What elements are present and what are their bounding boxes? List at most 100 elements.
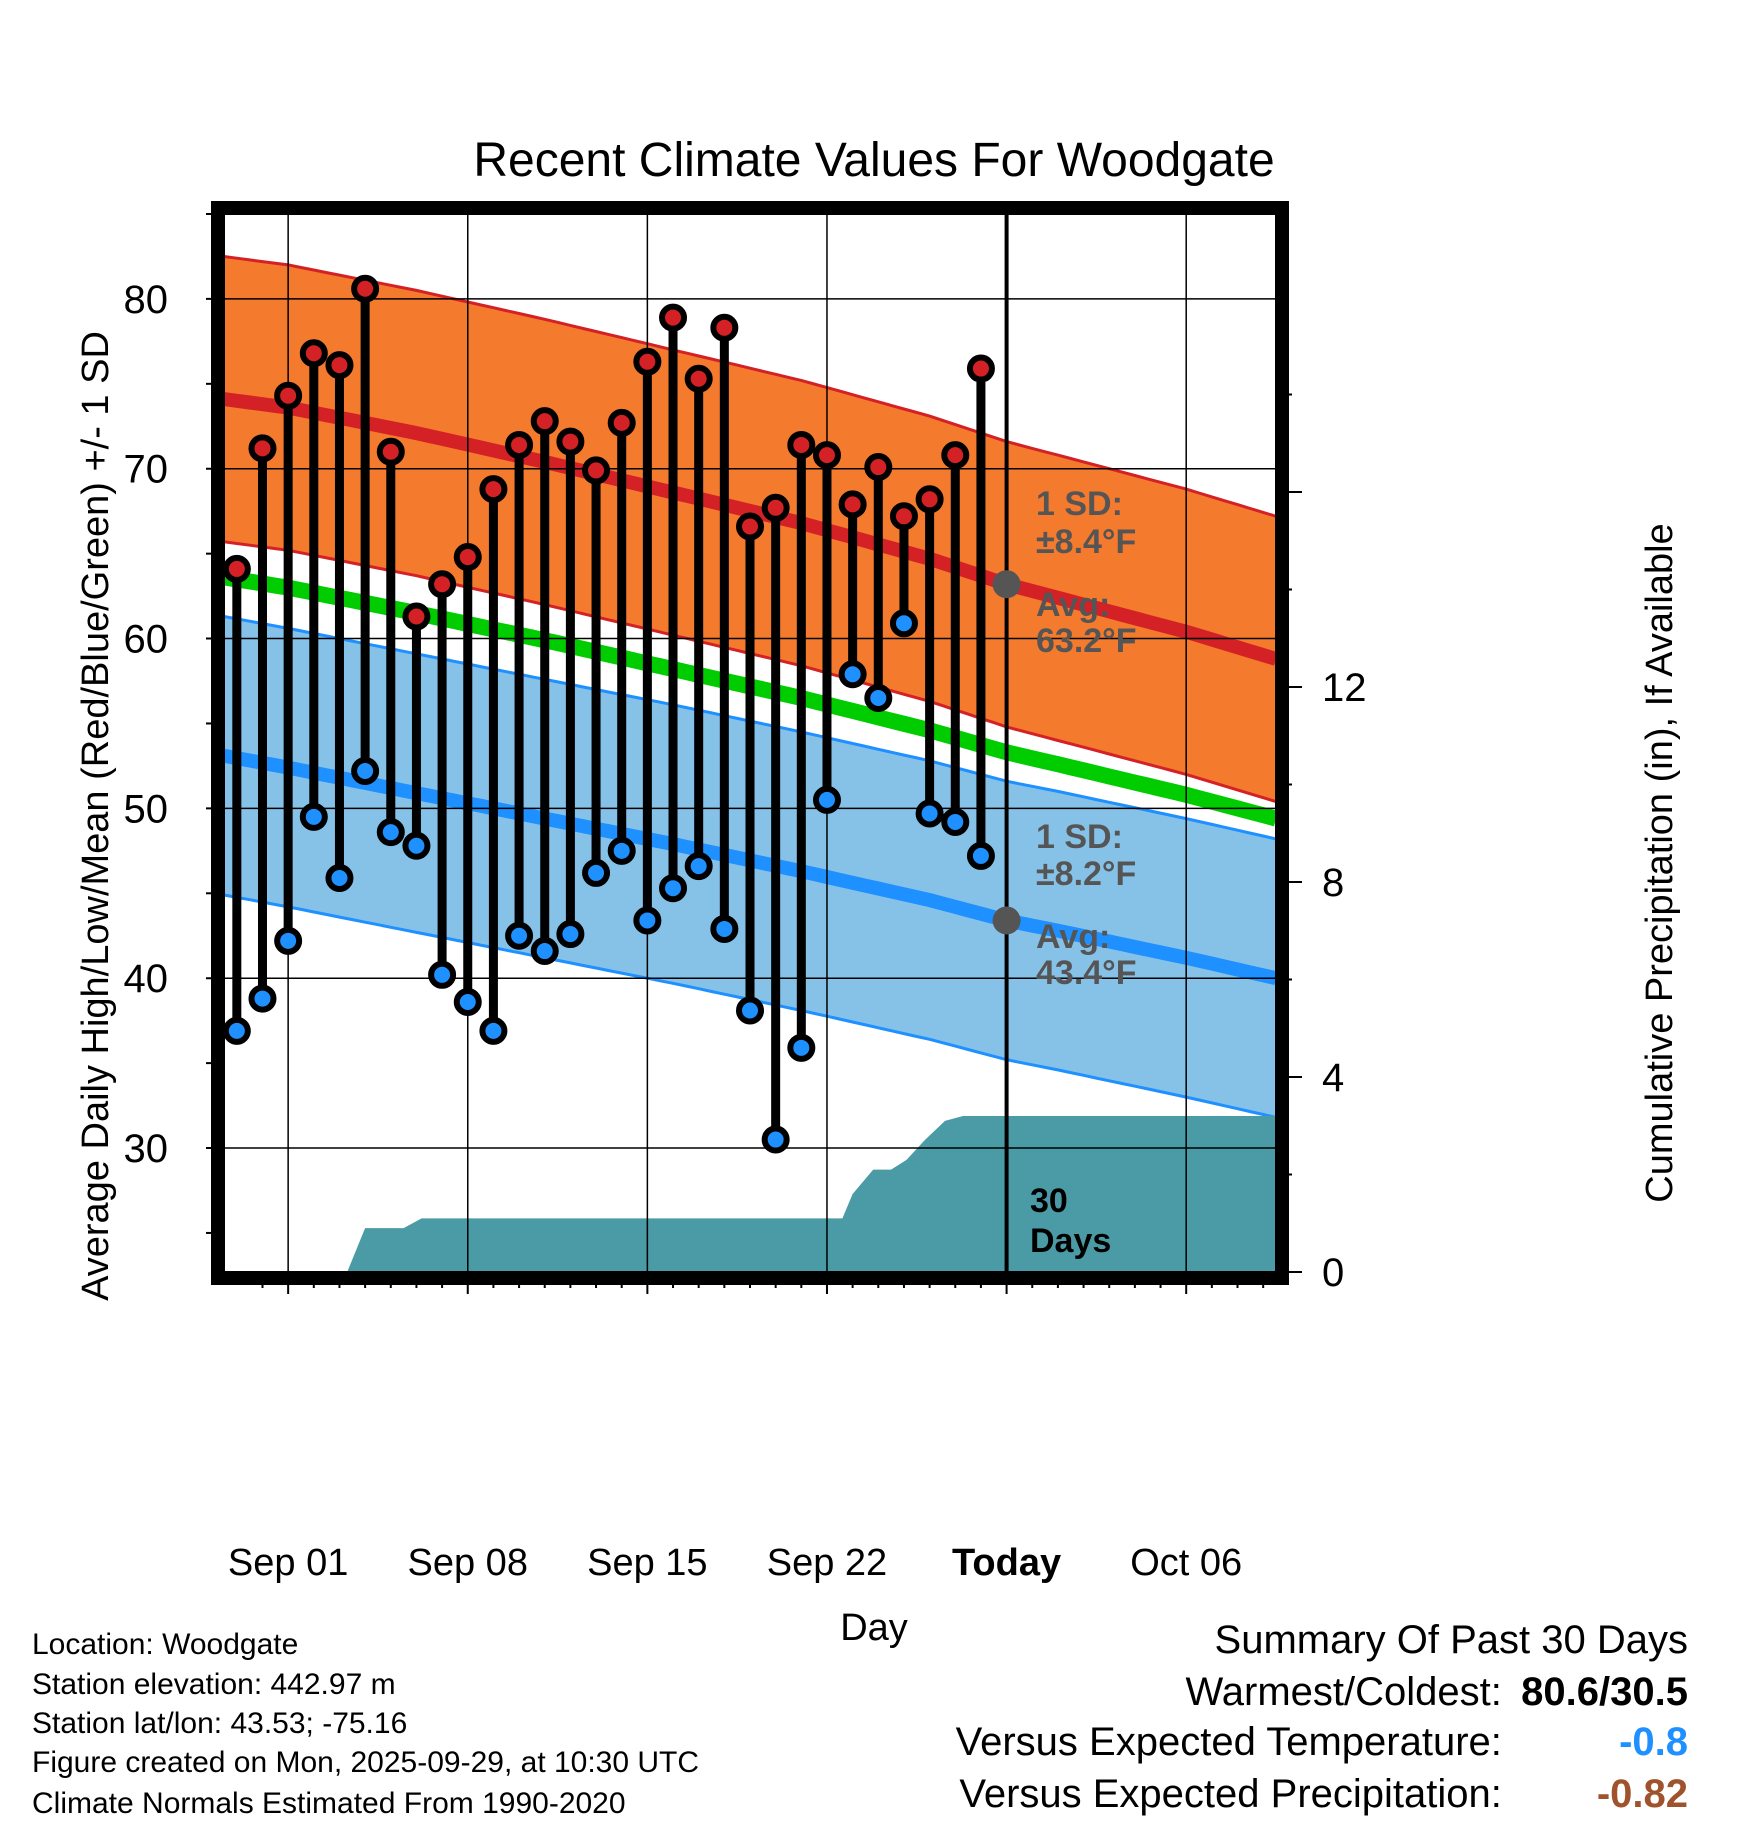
footer-elevation: Station elevation: 442.97 m (32, 1668, 396, 1701)
high-point (530, 407, 559, 436)
high-point (633, 347, 662, 376)
low-point (659, 874, 688, 903)
high-normal-line (223, 392, 1278, 666)
low-point (582, 858, 611, 887)
high-point (607, 408, 636, 437)
footer-location: Location: Woodgate (32, 1628, 299, 1661)
low-point (864, 683, 893, 712)
high-point (428, 570, 457, 599)
low-point (222, 1016, 251, 1045)
high-point (299, 339, 328, 368)
y-tick-label: 70 (124, 448, 169, 492)
high-point (556, 427, 585, 456)
today-days-label: Days (1030, 1222, 1111, 1260)
y-tick-label: 50 (124, 787, 169, 831)
high-point (941, 441, 970, 470)
low-point (812, 785, 841, 814)
low-point (274, 926, 303, 955)
summary-warmest-value: 80.6/30.5 (1521, 1670, 1688, 1714)
high-point (222, 554, 251, 583)
high-point (274, 381, 303, 410)
summary-precip-value: -0.82 (1596, 1772, 1688, 1816)
summary-warmest-row: Warmest/Coldest: 80.6/30.5 (1186, 1670, 1689, 1715)
low-point (736, 996, 764, 1025)
low-point (684, 852, 713, 881)
summary-precip-row: Versus Expected Precipitation: -0.82 (959, 1772, 1688, 1817)
low-sd-label: 1 SD: (1036, 818, 1123, 856)
high-sd-upper-edge (223, 255, 1277, 518)
x-axis-label: Day (840, 1607, 908, 1649)
high-point (864, 453, 893, 482)
low-point (838, 660, 867, 689)
low-point (530, 937, 559, 966)
high-sd-value: ±8.4°F (1036, 523, 1136, 561)
low-point (453, 987, 482, 1016)
summary-warmest-label: Warmest/Coldest: (1185, 1670, 1502, 1714)
y-tick-label: 40 (124, 957, 169, 1001)
low-point (941, 807, 970, 836)
high-point (453, 543, 482, 572)
x-tick-label: Sep 08 (408, 1542, 528, 1584)
low-point (787, 1033, 816, 1062)
y2-tick-label: 4 (1322, 1056, 1344, 1100)
low-point (633, 906, 662, 935)
x-tick-label: Sep 22 (767, 1542, 887, 1584)
high-point (966, 354, 995, 383)
high-point (351, 274, 380, 303)
low-point (428, 960, 457, 989)
high-avg-value: 63.2°F (1036, 622, 1137, 660)
high-point (402, 602, 431, 631)
today-low-avg-marker (992, 906, 1021, 935)
high-point (812, 441, 841, 470)
y-axis-label: Average Daily High/Low/Mean (Red/Blue/Gr… (75, 331, 117, 1301)
low-point (556, 920, 585, 949)
footer-latlon: Station lat/lon: 43.53; -75.16 (32, 1707, 408, 1740)
y-tick-label: 30 (124, 1127, 169, 1171)
low-point (479, 1016, 508, 1045)
high-point (659, 303, 688, 332)
x-tick-label: Oct 06 (1130, 1542, 1242, 1584)
low-point (915, 799, 944, 828)
high-point (889, 502, 918, 531)
high-point (787, 430, 816, 459)
high-point (736, 512, 764, 541)
low-sd-value: ±8.2°F (1036, 855, 1136, 893)
low-point (248, 984, 277, 1013)
high-point (248, 434, 277, 463)
high-point (325, 351, 354, 380)
low-point (299, 802, 328, 831)
high-point (684, 364, 713, 393)
y2-tick-label: 0 (1322, 1251, 1344, 1295)
low-avg-label: Avg: (1036, 918, 1110, 956)
low-point (505, 921, 534, 950)
summary-title: Summary Of Past 30 Days (1214, 1618, 1688, 1662)
y-tick-label: 60 (124, 618, 169, 662)
low-point (325, 864, 354, 893)
summary-temp-label: Versus Expected Temperature: (955, 1720, 1502, 1764)
low-point (710, 914, 739, 943)
high-point (915, 485, 944, 514)
footer-created: Figure created on Mon, 2025-09-29, at 10… (32, 1746, 700, 1779)
high-point (761, 493, 790, 522)
high-point (838, 490, 867, 519)
summary-precip-label: Versus Expected Precipitation: (959, 1772, 1502, 1816)
low-avg-value: 43.4°F (1036, 954, 1137, 992)
summary-temp-row: Versus Expected Temperature: -0.8 (956, 1720, 1688, 1765)
precipitation-area (236, 1116, 1276, 1272)
low-point (607, 836, 636, 865)
y2-axis-label: Cumulative Precipitation (in), If Availa… (1639, 523, 1681, 1202)
y-tick-label: 80 (124, 278, 169, 322)
x-tick-label: Today (952, 1542, 1061, 1584)
today-high-avg-marker (992, 570, 1021, 599)
high-point (710, 313, 739, 342)
footer-normals: Climate Normals Estimated From 1990-2020 (32, 1787, 626, 1820)
low-point (966, 841, 995, 870)
high-point (582, 456, 611, 485)
high-sd-label: 1 SD: (1036, 485, 1123, 523)
x-tick-label: Sep 01 (228, 1542, 348, 1584)
today-count-label: 30 (1030, 1182, 1068, 1220)
low-point (889, 609, 918, 638)
low-point (402, 831, 431, 860)
